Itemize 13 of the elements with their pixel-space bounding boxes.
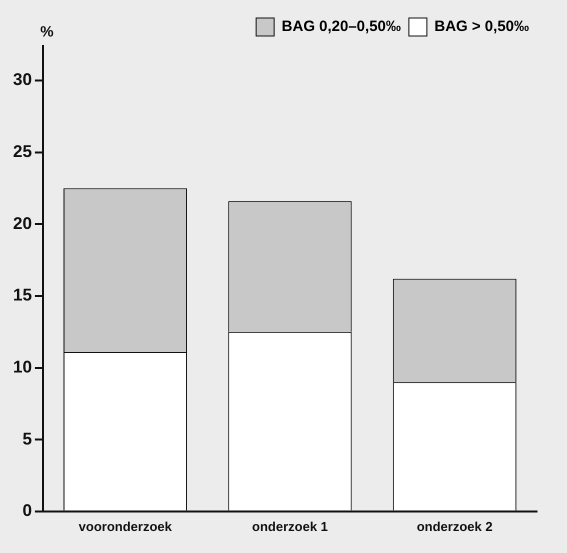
y-tick-label: 5 <box>22 429 32 448</box>
y-axis-title: % <box>40 24 54 41</box>
legend-label: BAG > 0,50‰ <box>434 18 530 36</box>
y-tick-label: 30 <box>12 70 32 90</box>
x-tick-label: onderzoek 2 <box>416 518 493 534</box>
x-tick-label: onderzoek 1 <box>252 518 328 534</box>
y-tick-label: 25 <box>12 142 32 161</box>
y-tick-label: 15 <box>12 286 32 305</box>
y-tick-label: 10 <box>12 357 32 376</box>
y-tick-label: 20 <box>12 214 32 233</box>
legend-label: BAG 0,20–0,50‰ <box>282 18 401 36</box>
y-tick-label: 0 <box>22 501 32 520</box>
x-tick-label: vooronderzoek <box>78 518 173 534</box>
